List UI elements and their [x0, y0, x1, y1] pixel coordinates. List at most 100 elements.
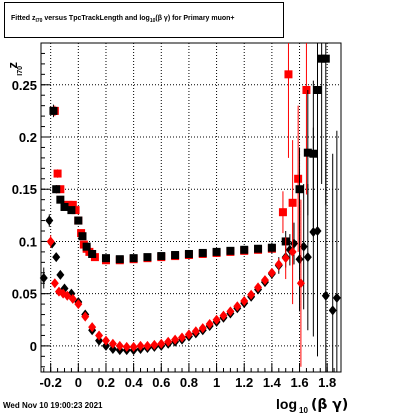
diamond-marker	[295, 254, 304, 265]
tick-labels: -0.2 0 0.2 0.4 0.6 0.8 1 1.2 1.4 1.6 1.8 0 0.05 0.1 0.…	[12, 78, 337, 390]
diamond-marker	[233, 301, 242, 312]
title-middle: versus TpcTrackLength and log	[42, 15, 150, 22]
square-marker	[78, 232, 87, 241]
diamond-marker	[219, 310, 228, 321]
axis-ticks	[41, 52, 335, 372]
square-marker	[82, 242, 91, 251]
square-marker	[284, 70, 293, 79]
square-marker	[67, 206, 76, 215]
square-marker	[278, 208, 287, 217]
square-marker	[313, 86, 322, 94]
diamond-marker	[205, 318, 214, 329]
y-tick-label: 0.25	[12, 78, 37, 93]
diamond-marker	[289, 238, 298, 249]
x-tick-label: -0.2	[39, 375, 61, 390]
square-marker	[56, 185, 65, 194]
square-marker	[184, 249, 193, 258]
y-tick-label: 0.2	[19, 130, 37, 145]
diamond-marker	[274, 259, 283, 270]
square-marker	[88, 249, 97, 258]
y-tick-label: 0.15	[12, 182, 37, 197]
x-tick-label: 0.8	[180, 375, 198, 390]
y-axis-label-sub: I70	[17, 66, 24, 76]
diamond-marker	[184, 329, 193, 340]
diamond-marker	[88, 322, 97, 333]
diamond-marker	[39, 273, 48, 283]
square-marker	[101, 254, 110, 263]
square-marker	[143, 253, 152, 262]
title-prefix: Fitted z	[11, 15, 36, 22]
x-axis-label-tail: (β γ)	[311, 397, 348, 413]
x-axis-title: log 10 (β γ)	[276, 396, 348, 414]
diamond-marker	[212, 314, 221, 325]
diamond-marker	[240, 295, 249, 306]
square-marker	[317, 54, 326, 63]
chart-title: Fitted zI70 versus TpcTrackLength and lo…	[11, 15, 235, 24]
diamond-marker	[136, 340, 145, 351]
diamond-marker	[178, 332, 187, 343]
diamond-marker	[299, 241, 308, 252]
x-tick-label: 1.6	[290, 375, 308, 390]
x-tick-label: 1.4	[263, 375, 282, 390]
diamond-marker	[164, 336, 173, 347]
diamond-marker	[260, 275, 269, 286]
square-marker	[71, 206, 80, 215]
diamond-marker	[56, 269, 65, 280]
title-suffix: (β γ) for Primary muon+	[155, 15, 235, 22]
diamond-marker	[171, 334, 180, 345]
diamond-marker	[50, 278, 59, 289]
x-tick-label: 0	[75, 375, 82, 390]
title-box: Fitted zI70 versus TpcTrackLength and lo…	[4, 2, 284, 38]
x-tick-label: 0.6	[152, 375, 170, 390]
diamond-marker	[108, 338, 117, 349]
diamond-marker	[95, 335, 104, 346]
x-tick-label: 0.4	[125, 375, 144, 390]
square-marker	[157, 252, 166, 261]
diamond-marker	[313, 226, 322, 236]
diamond-marker	[143, 340, 152, 351]
diamond-marker	[191, 326, 200, 337]
diamond-marker	[81, 311, 90, 322]
square-marker	[74, 216, 83, 225]
square-marker	[212, 247, 221, 256]
diamond-marker	[157, 338, 166, 349]
diamond-marker	[328, 305, 337, 316]
y-axis-title: z I70	[5, 62, 24, 76]
diamond-marker	[267, 267, 276, 278]
y-tick-label: 0.1	[19, 234, 37, 249]
diamond-marker	[254, 282, 263, 293]
diamond-marker	[332, 292, 341, 303]
square-marker	[115, 255, 124, 264]
diamond-marker	[247, 289, 256, 300]
square-marker	[129, 254, 138, 263]
square-marker	[295, 185, 304, 194]
timestamp: Wed Nov 10 19:00:23 2021	[3, 401, 103, 410]
diamond-marker	[115, 340, 124, 351]
diamond-marker	[226, 306, 235, 317]
diamond-marker	[63, 290, 72, 301]
x-tick-label: 1.2	[235, 375, 253, 390]
square-marker	[52, 185, 61, 194]
grid	[41, 43, 341, 372]
y-tick-label: 0.05	[12, 287, 37, 302]
square-marker	[171, 251, 180, 260]
square-marker	[294, 174, 303, 183]
y-axis-label: z	[5, 62, 20, 69]
square-marker	[60, 202, 69, 211]
square-marker	[64, 200, 73, 209]
diamond-marker	[296, 278, 305, 289]
diamond-marker	[101, 335, 110, 346]
x-tick-label: 0.2	[97, 375, 115, 390]
square-marker	[198, 248, 207, 257]
square-marker	[49, 106, 58, 115]
x-axis-label-sub: 10	[299, 406, 308, 414]
x-tick-label: 1	[213, 375, 220, 390]
square-marker	[226, 246, 235, 255]
diamond-marker	[122, 341, 131, 352]
diamond-marker	[129, 341, 138, 352]
diamond-marker	[46, 236, 55, 247]
diamond-marker	[281, 253, 290, 264]
square-marker	[302, 86, 311, 94]
diamond-marker	[303, 252, 312, 263]
